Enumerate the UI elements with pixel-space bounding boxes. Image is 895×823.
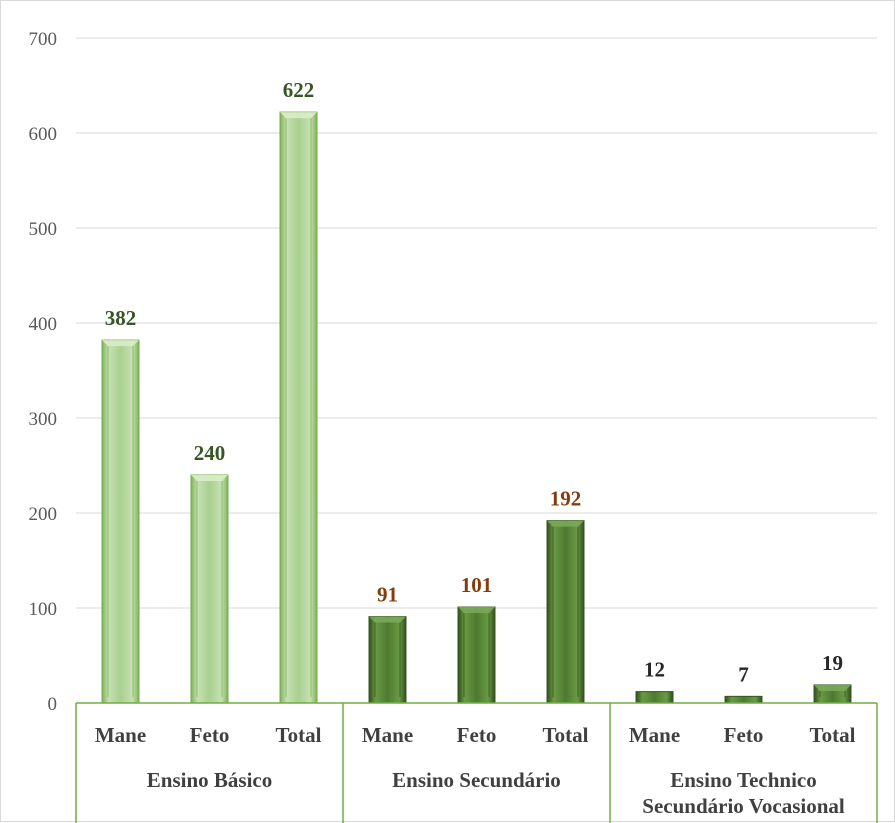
group-label: Secundário Vocasional: [642, 794, 845, 818]
bar: [724, 695, 763, 704]
bars: [101, 111, 852, 704]
y-tick-label: 100: [29, 599, 58, 620]
bar: [635, 691, 674, 704]
data-label: 382: [105, 306, 137, 330]
bar-bevel: [458, 607, 495, 614]
category-label: Total: [810, 723, 856, 747]
bar: [279, 111, 318, 704]
bar: [813, 684, 852, 704]
group-label: Ensino Technico: [670, 768, 816, 792]
bar-bevel: [280, 112, 317, 119]
group-label: Ensino Básico: [147, 768, 272, 792]
category-label: Total: [276, 723, 322, 747]
bar-bevel: [814, 684, 851, 691]
category-label: Feto: [724, 723, 764, 747]
y-tick-label: 300: [29, 409, 58, 430]
bar-body: [724, 695, 763, 704]
data-label: 622: [283, 78, 315, 102]
bar-bevel: [191, 475, 228, 481]
data-labels: 382 240 622 91 101 192 12 7 19: [105, 78, 843, 686]
bar: [190, 474, 229, 704]
bar-bevel: [102, 340, 139, 347]
data-label: 240: [194, 441, 226, 465]
y-tick-label: 600: [29, 124, 58, 145]
y-tick-label: 400: [29, 314, 58, 335]
y-tick-label: 700: [29, 29, 58, 50]
bar: [101, 339, 140, 704]
data-label: 7: [738, 662, 749, 686]
category-label: Mane: [629, 723, 680, 747]
bar: [546, 520, 585, 704]
y-tick-label: 200: [29, 504, 58, 525]
category-label: Feto: [190, 723, 230, 747]
category-label: Mane: [362, 723, 413, 747]
data-label: 19: [822, 651, 843, 675]
data-label: 101: [461, 573, 493, 597]
bar: [457, 606, 496, 704]
y-axis: 0 100 200 300 400 500 600 700: [29, 29, 58, 715]
data-label: 12: [644, 658, 665, 682]
data-label: 91: [377, 583, 398, 607]
category-label: Mane: [95, 723, 146, 747]
bar-bevel: [369, 616, 406, 623]
y-tick-label: 500: [29, 219, 58, 240]
group-label: Ensino Secundário: [392, 768, 561, 792]
bar: [368, 616, 407, 704]
y-tick-label: 0: [48, 694, 58, 715]
bar-body: [635, 691, 674, 704]
data-label: 192: [550, 487, 582, 511]
category-label: Total: [543, 723, 589, 747]
bar-bevel: [547, 520, 584, 527]
category-label: Feto: [457, 723, 497, 747]
